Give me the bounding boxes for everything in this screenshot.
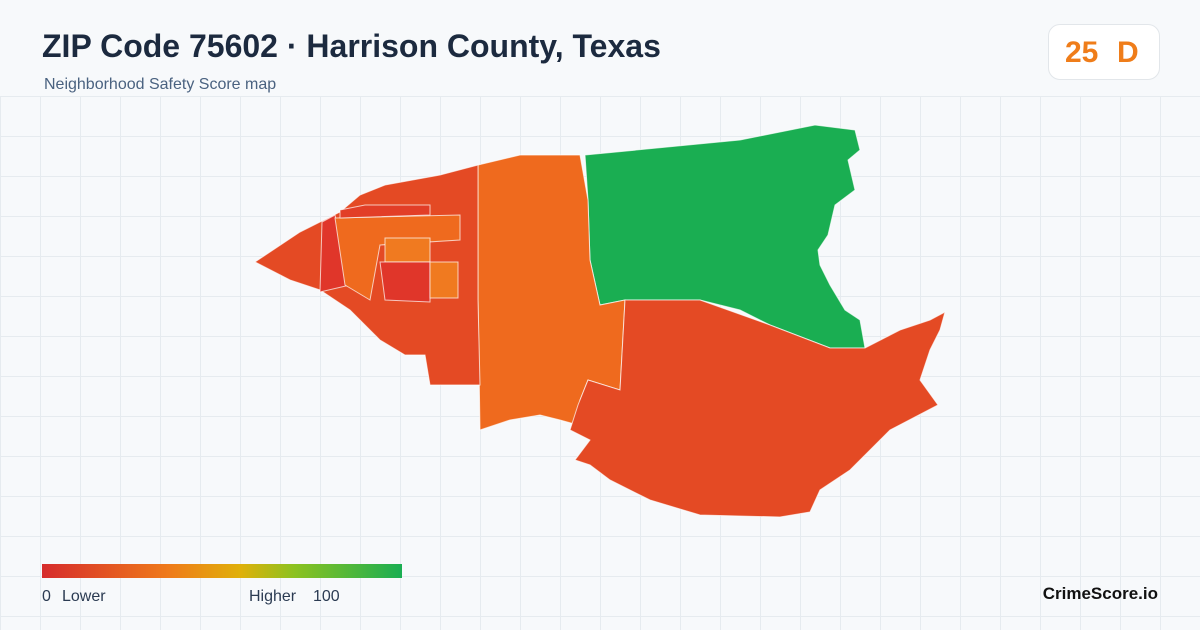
legend-max-label: Higher [249,588,297,605]
region [429,261,459,299]
score-badge: 25 D [1048,24,1160,80]
region [334,214,461,301]
region [569,299,946,518]
score: 25 [1065,36,1099,69]
legend-min-label: Lower [62,588,106,605]
region [339,204,431,219]
region [384,237,431,263]
legend-min: 0 [42,588,51,605]
header [0,0,1200,96]
region [379,261,431,303]
brand: CrimeScore.io [1042,584,1158,603]
title: ZIP Code 75602 · Harrison County, Texas [42,28,661,64]
grade: D [1117,36,1139,69]
legend-max: 100 [313,588,340,605]
subtitle: Neighborhood Safety Score map [44,76,277,93]
legend-gradient [42,564,402,578]
